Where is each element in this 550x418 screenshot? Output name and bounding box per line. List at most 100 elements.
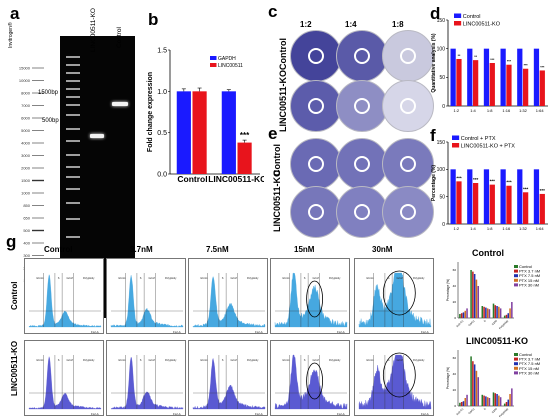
bar [460,313,463,318]
x-axis-label: FL2-A [91,412,99,416]
significance-label: *** [523,186,529,191]
flow-histogram-panel: G0-G1 S G2-M Polyploidy FL2-A [24,258,104,334]
bar [503,403,506,406]
bar [450,48,456,106]
legend-swatch [210,56,217,60]
legend-swatch [452,135,460,140]
gel-ladder-band [66,114,80,116]
significance-label: ** [458,54,461,58]
bar [473,183,479,224]
category-label: Sub-G1 [455,318,465,328]
row-label-ko: LINC00511-KO [10,340,19,396]
bar [473,274,476,318]
region-label: S [304,359,306,362]
bar [486,308,489,318]
ladder-size-label: 300 [23,253,30,258]
panel-label-a: a [10,4,20,23]
category-label: 1:2 [454,108,460,113]
chart-g-control: 0 20 40 60 Percentage (%) Sub-G1 G0/G1 S G2/M Pol… [446,262,540,330]
histogram-area [28,356,102,410]
category-label: G0/G1 [467,318,476,327]
region-label: Polyploidy [247,277,259,280]
legend-swatch [514,357,518,361]
histogram-area [110,275,184,328]
legend-swatch [514,362,518,366]
bar [505,314,508,318]
histogram-area [110,356,184,410]
gel-ladder-band [66,72,80,74]
legend-entry: Control + PTX [461,136,496,142]
bar [481,394,484,406]
x-axis-label: FL2-A [255,412,263,416]
significance-label: *** [490,179,496,184]
legend-entry: Control [519,264,532,269]
region-label: G0-G1 [118,277,126,280]
legend-swatch [514,278,518,282]
colony-dish [290,30,342,82]
bar [498,395,500,406]
region-label: G2-M [230,359,236,362]
bar [450,169,456,224]
y-axis-label: Percentage (%) [446,279,450,301]
highlight-circle [382,270,416,316]
region-label: G0-G1 [118,359,126,362]
y-tick-label: 20 [453,300,457,304]
legend-entry: PTX 15 nM [519,366,539,371]
bar [533,169,540,224]
category-label: 1:64 [536,108,545,113]
region-label: G0-G1 [200,277,208,280]
ladder-size-label: 1500 [21,178,31,183]
chart-g-ko: 0 20 40 60 Percentage (%) Sub-G1 G0/G1 S G2/M Pol… [446,350,540,418]
region-label: S [222,277,224,280]
y-axis-label: Quantitative analysis (%) [431,33,437,93]
region-label: S [140,277,142,280]
bar [511,302,513,318]
y-tick-label: 0 [442,222,445,228]
flow-histogram-panel: G0-G1 S G2-M Polyploidy FL2-A [354,340,434,416]
gel-ladder-band [66,218,80,220]
y-tick-label: 60 [453,356,457,360]
colony-dish [336,186,388,238]
x-axis-label: FL2-A [91,330,99,334]
flow-histogram-panel: G0-G1 S G2-M Polyploidy FL2-A [188,340,268,416]
histogram-area [358,354,432,410]
bar [176,91,191,174]
panel-label-c: c [268,2,278,21]
bar [506,185,512,224]
highlight-circle [306,280,323,318]
histogram-area [274,272,348,328]
gel-ladder-band [66,88,80,90]
ladder-size-label: 650 [23,216,30,221]
ladder-size-label: 15000 [19,66,31,71]
bar [503,315,506,318]
y-axis-label: Percentage (%) [446,367,450,389]
histogram-plot: G0-G1 S G2-M Polyploidy FL2-A [110,355,184,415]
y-tick-label: 100 [437,46,446,52]
category-label: 1:32 [519,226,528,231]
region-label: S [388,277,390,280]
y-tick-label: 0 [442,104,445,110]
y-tick-label: 1.5 [157,47,167,54]
gel-ladder-band [66,202,80,204]
y-tick-label: 60 [453,268,457,272]
bar [507,313,510,318]
category-label: 1:4 [470,226,476,231]
x-axis-label: FL2-A [255,330,263,334]
bar [475,370,478,406]
bar [460,402,463,406]
x-axis-label: FL2-A [337,412,345,416]
ladder-size-label: 1000 [21,191,31,196]
panel-label-b: b [148,10,159,29]
ladder-size-label: 2000 [21,166,31,171]
bar [456,181,462,224]
gel-ladder-band [66,96,80,98]
legend-swatch [454,13,462,18]
row-label-control: Control [10,281,19,310]
category-label: G2/M [491,407,498,414]
region-label: S [304,277,306,280]
histogram-area [192,357,266,410]
bar [475,279,478,318]
y-tick-label: 150 [437,140,446,146]
bar [492,303,495,318]
histogram-area [358,272,432,328]
